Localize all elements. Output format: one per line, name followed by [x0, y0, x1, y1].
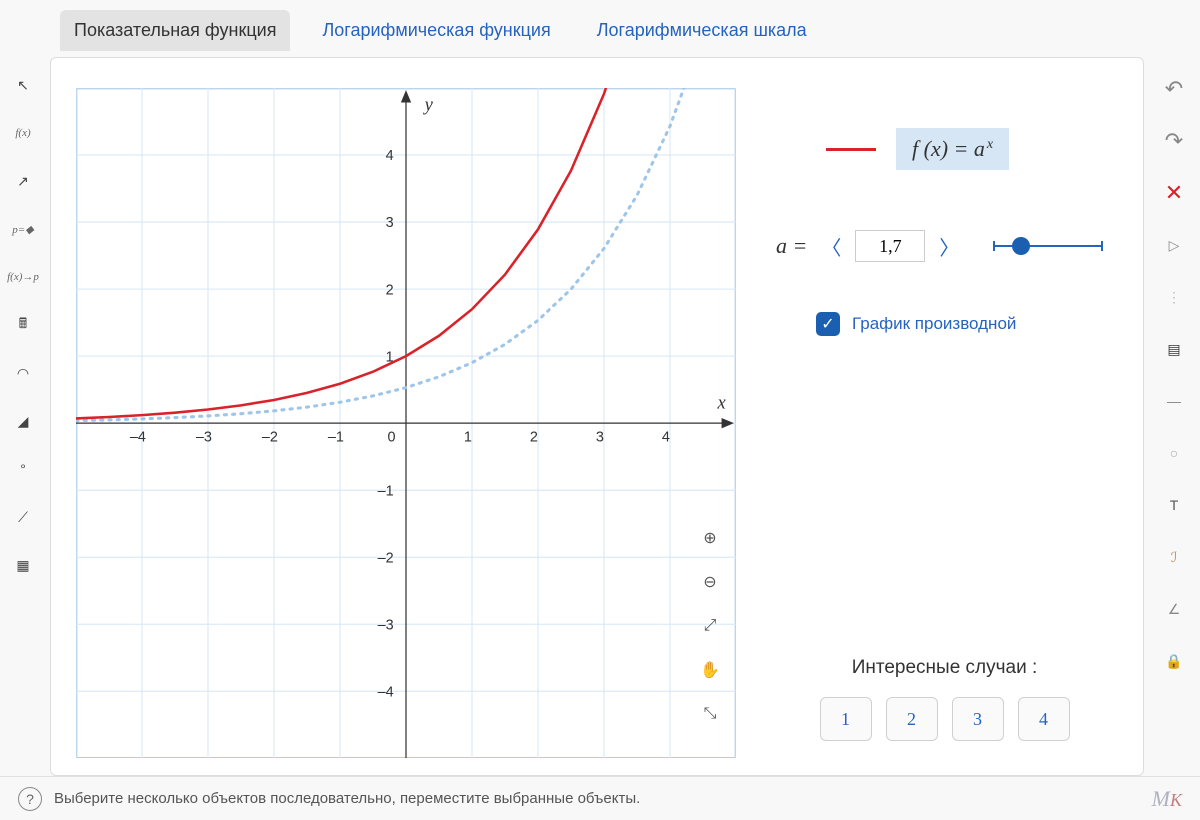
svg-text:y: y	[423, 95, 434, 116]
legend-row: f (x) = ax	[826, 128, 1113, 170]
lock-icon[interactable]: 🔒	[1158, 645, 1190, 677]
svg-text:–4: –4	[130, 430, 146, 446]
formula-text: f (x) = a	[912, 136, 985, 161]
case-button-2[interactable]: 2	[886, 697, 938, 741]
zoom-fit-icon[interactable]: ⤢	[696, 612, 724, 640]
svg-text:2: 2	[386, 282, 394, 298]
run-icon[interactable]: ▷	[1158, 229, 1190, 261]
svg-text:–2: –2	[262, 430, 278, 446]
tab-1[interactable]: Логарифмическая функция	[308, 10, 564, 51]
zoom-in-icon[interactable]: ⊕	[696, 524, 724, 552]
param-input[interactable]	[855, 230, 925, 262]
text-icon[interactable]: T	[1158, 489, 1190, 521]
svg-text:–4: –4	[378, 684, 394, 700]
cases-row: 1234	[776, 697, 1113, 741]
param-icon[interactable]: p=◆	[7, 213, 39, 245]
svg-text:3: 3	[596, 430, 604, 446]
right-toolbar: ↶ ↷ ✕ ▷ ⋮ ▤ — ○ Tℐ ∠ 🔒	[1148, 51, 1200, 776]
formula-sup: x	[987, 137, 993, 152]
svg-text:–2: –2	[378, 550, 394, 566]
pan-icon[interactable]: ✋	[696, 656, 724, 684]
fxp-icon[interactable]: f(x)→p	[7, 261, 39, 293]
side-panel: f (x) = ax a = 〈 〉 ✓	[736, 58, 1143, 775]
brush-icon[interactable]: ℐ	[1158, 541, 1190, 573]
logo: MK	[1152, 786, 1182, 812]
derivative-label: График производной	[852, 314, 1016, 334]
svg-text:4: 4	[662, 430, 670, 446]
curve-icon[interactable]: ↗	[7, 165, 39, 197]
derivative-checkbox-row: ✓ График производной	[816, 312, 1113, 336]
line-icon[interactable]: —	[1158, 385, 1190, 417]
svg-text:–1: –1	[378, 483, 394, 499]
svg-text:x: x	[716, 393, 726, 414]
zoom-controls: ⊕ ⊖ ⤢ ✋ ⤡	[696, 524, 724, 728]
calculator-icon[interactable]: 🖩	[7, 309, 39, 341]
integral-icon[interactable]: ◢	[7, 405, 39, 437]
statusbar: ? Выберите несколько объектов последоват…	[0, 776, 1200, 820]
zoom-out-icon[interactable]: ⊖	[696, 568, 724, 596]
select-icon[interactable]: ▦	[7, 549, 39, 581]
cases-section: Интересные случаи : 1234	[776, 657, 1113, 755]
arc-icon[interactable]: ◠	[7, 357, 39, 389]
function-icon[interactable]: f(x)	[7, 117, 39, 149]
status-hint: Выберите несколько объектов последовател…	[54, 790, 640, 807]
tabs: Показательная функция Логарифмическая фун…	[0, 0, 1200, 51]
svg-text:2: 2	[530, 430, 538, 446]
svg-text:1: 1	[464, 430, 472, 446]
derivative-checkbox[interactable]: ✓	[816, 312, 840, 336]
case-button-3[interactable]: 3	[952, 697, 1004, 741]
svg-text:0: 0	[388, 430, 396, 446]
param-increment-button[interactable]: 〉	[935, 232, 963, 261]
polyline-icon[interactable]: ⟋	[7, 501, 39, 533]
plot-area[interactable]: xy–4–3–2–101234–4–3–2–11234 ⊕⊖⤢✋⤡	[76, 88, 736, 768]
case-button-4[interactable]: 4	[1018, 697, 1070, 741]
svg-text:–1: –1	[328, 430, 344, 446]
legend-line-icon	[826, 148, 876, 151]
svg-text:4: 4	[386, 148, 394, 164]
collapse-icon[interactable]: ⤡	[696, 700, 724, 728]
palette-icon[interactable]: ▤	[1158, 333, 1190, 365]
svg-text:–3: –3	[196, 430, 212, 446]
tab-2[interactable]: Логарифмическая шкала	[583, 10, 821, 51]
help-icon[interactable]: ?	[18, 787, 42, 811]
case-button-1[interactable]: 1	[820, 697, 872, 741]
workspace: xy–4–3–2–101234–4–3–2–11234 ⊕⊖⤢✋⤡ f (x) …	[50, 57, 1144, 776]
chart-svg: xy–4–3–2–101234–4–3–2–11234	[76, 88, 736, 758]
close-icon[interactable]: ✕	[1158, 177, 1190, 209]
redo-icon[interactable]: ↷	[1158, 125, 1190, 157]
svg-text:3: 3	[386, 215, 394, 231]
param-slider[interactable]	[993, 236, 1103, 256]
steps-icon[interactable]: ⋮	[1158, 281, 1190, 313]
circle-icon[interactable]: ○	[1158, 437, 1190, 469]
angle-icon[interactable]: ∠	[1158, 593, 1190, 625]
formula-box: f (x) = ax	[896, 128, 1009, 170]
svg-text:–3: –3	[378, 617, 394, 633]
param-decrement-button[interactable]: 〈	[817, 232, 845, 261]
pointer-icon[interactable]: ↖	[7, 69, 39, 101]
param-row: a = 〈 〉	[776, 230, 1113, 262]
cases-title: Интересные случаи :	[776, 657, 1113, 679]
undo-icon[interactable]: ↶	[1158, 73, 1190, 105]
point-icon[interactable]: °	[7, 453, 39, 485]
left-toolbar: ↖ f(x) ↗ p=◆ f(x)→p 🖩 ◠ ◢ ° ⟋ ▦	[0, 51, 46, 776]
tab-0[interactable]: Показательная функция	[60, 10, 290, 51]
param-label: a =	[776, 233, 807, 259]
